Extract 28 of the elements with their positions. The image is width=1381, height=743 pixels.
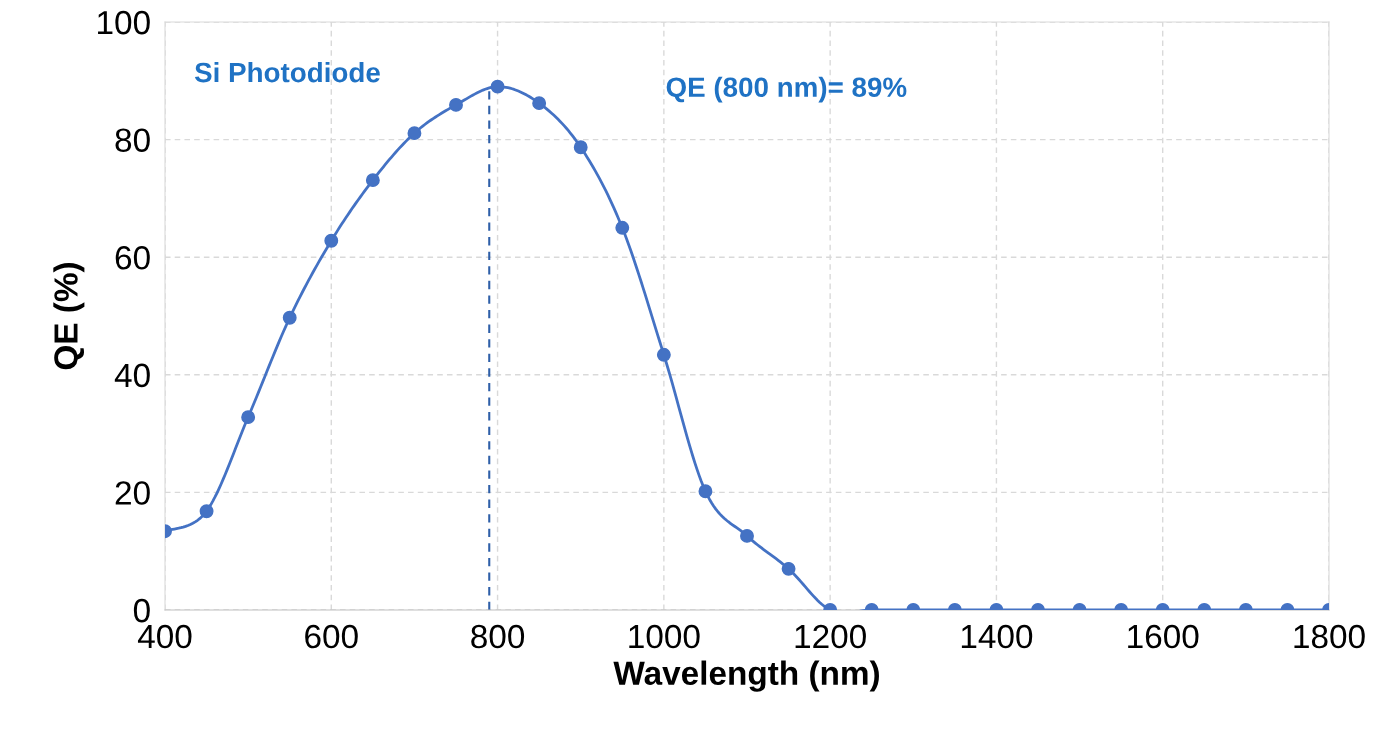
point (324, 233, 339, 248)
x-tick-label: 1400 (961, 624, 1033, 649)
x-tick-label: 1600 (1128, 624, 1199, 649)
point (656, 347, 671, 362)
annotation: QE (800 nm)= 89% (666, 76, 907, 103)
point (615, 220, 630, 235)
x-tick-label: 1200 (795, 624, 866, 649)
x-tick-label: 1000 (629, 624, 700, 649)
x-axis-title: Wavelength (nm) (613, 660, 879, 692)
point (365, 173, 380, 188)
point (282, 310, 297, 325)
point (532, 96, 547, 111)
y-tick-label: 80 (115, 128, 150, 153)
y-tick-label: 60 (115, 246, 150, 270)
point (449, 97, 463, 112)
y-tick-label: 20 (115, 481, 150, 505)
y-axis-title: QE (%) (53, 263, 85, 370)
point (407, 126, 422, 141)
point (490, 79, 505, 94)
annotation: Si Photodiode (194, 61, 380, 83)
y-tick-label: 40 (114, 363, 150, 388)
x-tick-label: 800 (471, 624, 525, 649)
y-tick-label: 100 (98, 10, 150, 35)
x-tick-label: 600 (305, 624, 358, 649)
x-tick-label: 1800 (1294, 624, 1365, 649)
y-tick-label: 0 (133, 598, 150, 623)
x-tick-label: 400 (137, 624, 192, 649)
point (573, 140, 588, 155)
